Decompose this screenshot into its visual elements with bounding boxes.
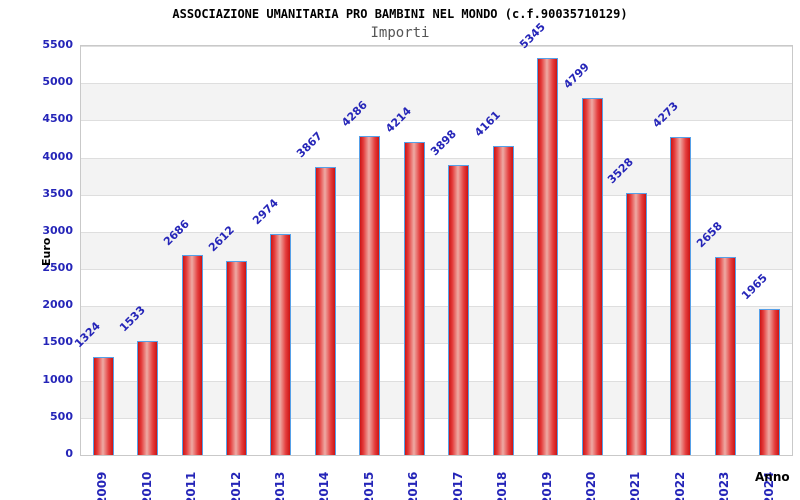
x-tick-label: 2016 <box>406 471 421 500</box>
x-tick-label: 2023 <box>717 471 732 500</box>
gridline <box>81 46 792 47</box>
y-tick-label: 2500 <box>42 261 73 275</box>
y-tick-label: 0 <box>65 447 73 460</box>
y-tick-label: 1000 <box>42 372 73 386</box>
gridline <box>81 306 792 308</box>
gridline <box>81 83 792 85</box>
gridline <box>81 157 792 159</box>
x-tick-label: 2014 <box>317 471 332 500</box>
bar <box>270 233 292 455</box>
x-tick-label: 2017 <box>450 471 465 500</box>
bar <box>448 165 470 455</box>
y-tick-label: 5500 <box>42 38 73 51</box>
bar <box>759 308 781 455</box>
y-tick-label: 4500 <box>42 112 73 126</box>
chart-subtitle: Importi <box>370 25 430 41</box>
x-axis-title: Anno <box>755 470 790 484</box>
bar <box>314 167 336 455</box>
x-tick-label: 2018 <box>495 471 510 500</box>
gridline <box>81 120 792 122</box>
y-tick-label: 4000 <box>42 149 73 163</box>
y-tick-label: 500 <box>50 409 73 423</box>
y-tick-label: 2000 <box>42 298 73 312</box>
x-tick-label: 2021 <box>628 471 643 500</box>
x-tick-label: 2013 <box>272 471 287 500</box>
bar <box>92 356 114 455</box>
x-tick-label: 2012 <box>228 471 243 500</box>
x-tick-label: 2009 <box>95 471 110 500</box>
bar <box>181 255 203 455</box>
bar <box>670 137 692 455</box>
gridline <box>81 380 792 382</box>
bar <box>226 260 248 455</box>
y-tick-label: 3000 <box>42 223 73 237</box>
gridline <box>81 417 792 419</box>
bar <box>492 145 514 455</box>
gridline <box>81 269 792 271</box>
y-tick-label: 1500 <box>42 335 73 349</box>
plot-band <box>81 83 792 121</box>
bar <box>625 192 647 455</box>
y-axis-title: Euro <box>40 237 53 266</box>
bar <box>403 141 425 455</box>
bar <box>714 257 736 455</box>
gridline <box>81 231 792 233</box>
x-tick-label: 2010 <box>139 471 154 500</box>
chart-title: ASSOCIAZIONE UMANITARIA PRO BAMBINI NEL … <box>172 7 628 21</box>
x-tick-label: 2015 <box>361 471 376 500</box>
bar <box>537 57 559 455</box>
y-tick-label: 3500 <box>42 186 73 200</box>
x-tick-label: 2022 <box>672 471 687 500</box>
x-tick-label: 2020 <box>584 471 599 500</box>
x-tick-label: 2011 <box>184 471 199 500</box>
x-tick-label: 2019 <box>539 471 554 500</box>
y-tick-label: 5000 <box>42 75 73 89</box>
bar <box>359 136 381 455</box>
gridline <box>81 343 792 345</box>
gridline <box>81 194 792 196</box>
bar <box>581 98 603 455</box>
bar <box>137 341 159 455</box>
